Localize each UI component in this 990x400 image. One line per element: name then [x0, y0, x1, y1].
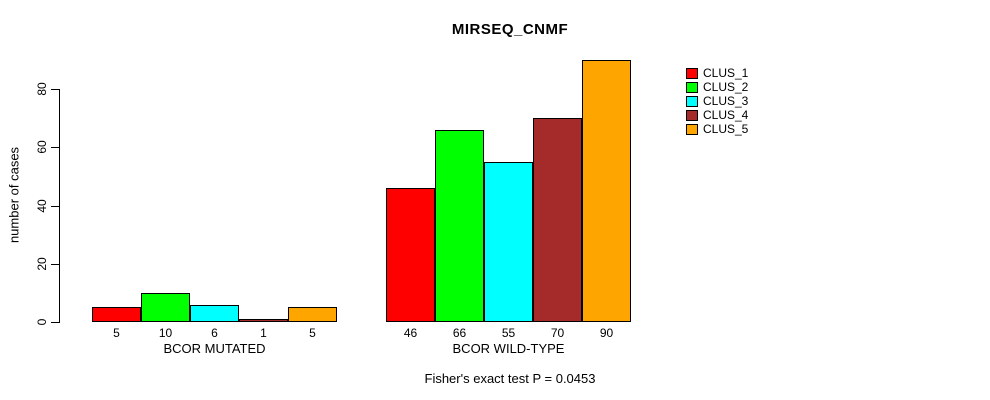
legend-item: CLUS_5: [686, 122, 748, 136]
legend-label: CLUS_5: [703, 122, 749, 136]
legend-label: CLUS_4: [703, 108, 749, 122]
x-group-label: BCOR MUTATED: [163, 341, 266, 356]
legend-swatch: [686, 81, 698, 93]
legend: CLUS_1 CLUS_2 CLUS_3 CLUS_4 CLUS_5: [686, 66, 748, 136]
x-group-label: BCOR WILD-TYPE: [452, 341, 565, 356]
legend-item: CLUS_3: [686, 94, 748, 108]
bar-value-label: 66: [452, 326, 467, 340]
bar-value-label: 1: [260, 326, 267, 340]
legend-item: CLUS_4: [686, 108, 748, 122]
legend-swatch: [686, 67, 698, 79]
bar-clus_1: [92, 307, 141, 322]
legend-label: CLUS_2: [703, 80, 749, 94]
bar-value-label: 55: [501, 326, 516, 340]
y-axis-tick-label: 40: [35, 199, 49, 213]
bar-value-label: 6: [211, 326, 218, 340]
bar-clus_2: [435, 130, 484, 322]
legend-item: CLUS_2: [686, 80, 748, 94]
y-axis-line: [59, 89, 60, 323]
y-axis-tick: [51, 322, 59, 323]
y-axis-tick: [51, 147, 59, 148]
bar-clus_4: [239, 319, 288, 322]
bar-value-label: 90: [599, 326, 614, 340]
chart-title: MIRSEQ_CNMF: [451, 21, 569, 38]
bar-clus_5: [582, 60, 631, 322]
annotation-text: Fisher's exact test P = 0.0453: [424, 371, 596, 386]
bar-value-label: 5: [113, 326, 120, 340]
y-axis-tick-label: 20: [35, 257, 49, 271]
bar-value-label: 5: [309, 326, 316, 340]
y-axis-tick: [51, 89, 59, 90]
y-axis-tick-label: 80: [35, 82, 49, 96]
bar-value-label: 70: [550, 326, 565, 340]
bar-value-label: 10: [158, 326, 173, 340]
y-axis-tick-label: 0: [35, 318, 49, 326]
legend-swatch: [686, 123, 698, 135]
bar-clus_4: [533, 118, 582, 322]
y-axis-tick: [51, 264, 59, 265]
legend-item: CLUS_1: [686, 66, 748, 80]
bar-clus_3: [190, 305, 239, 322]
y-axis-tick: [51, 206, 59, 207]
legend-label: CLUS_1: [703, 66, 749, 80]
bar-clus_2: [141, 293, 190, 322]
y-axis-tick-label: 60: [35, 140, 49, 154]
legend-label: CLUS_3: [703, 94, 749, 108]
legend-swatch: [686, 109, 698, 121]
bar-clus_3: [484, 162, 533, 322]
legend-swatch: [686, 95, 698, 107]
bar-value-label: 46: [403, 326, 418, 340]
bar-clus_1: [386, 188, 435, 322]
bar-clus_5: [288, 307, 337, 322]
